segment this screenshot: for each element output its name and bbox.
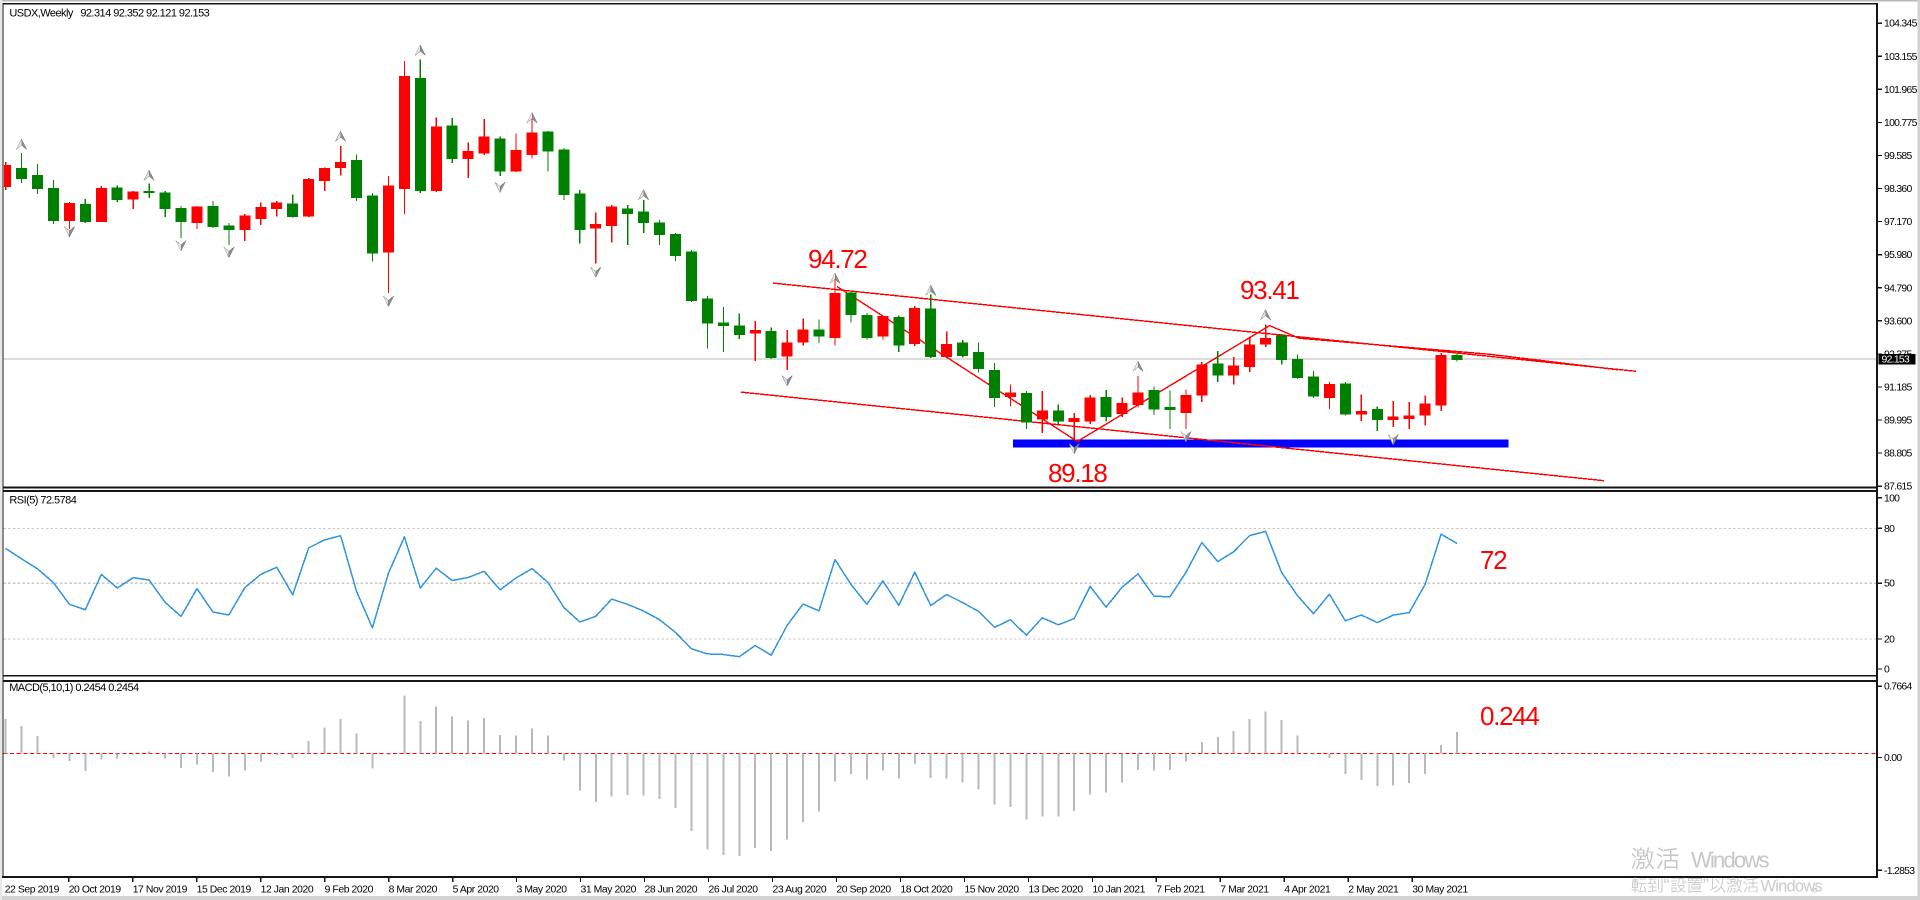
svg-text:9 Feb 2020: 9 Feb 2020 — [325, 884, 374, 895]
svg-text:72: 72 — [1480, 545, 1507, 575]
svg-text:RSI(5) 72.5784: RSI(5) 72.5784 — [9, 495, 76, 507]
svg-text:0.7664: 0.7664 — [1884, 682, 1913, 693]
svg-text:103.155: 103.155 — [1884, 52, 1918, 63]
svg-text:13 Dec 2020: 13 Dec 2020 — [1028, 884, 1083, 895]
svg-text:2 May 2021: 2 May 2021 — [1348, 884, 1399, 895]
svg-text:20: 20 — [1884, 634, 1895, 645]
svg-text:5 Apr 2020: 5 Apr 2020 — [453, 884, 500, 895]
svg-text:12 Jan 2020: 12 Jan 2020 — [261, 884, 314, 895]
svg-text:4 Apr 2021: 4 Apr 2021 — [1284, 884, 1331, 895]
svg-text:31 May 2020: 31 May 2020 — [581, 884, 637, 895]
svg-text:89.18: 89.18 — [1048, 458, 1107, 488]
svg-text:94.72: 94.72 — [808, 244, 867, 274]
svg-text:7 Feb 2021: 7 Feb 2021 — [1156, 884, 1205, 895]
svg-text:99.585: 99.585 — [1884, 151, 1913, 162]
svg-text:94.790: 94.790 — [1884, 283, 1913, 294]
svg-text:0: 0 — [1884, 664, 1890, 675]
svg-text:92.153: 92.153 — [1882, 355, 1911, 366]
svg-text:20 Oct 2019: 20 Oct 2019 — [69, 884, 122, 895]
svg-text:89.995: 89.995 — [1884, 416, 1913, 427]
svg-text:10 Jan 2021: 10 Jan 2021 — [1092, 884, 1145, 895]
svg-text:98.360: 98.360 — [1884, 184, 1913, 195]
svg-text:50: 50 — [1884, 579, 1895, 590]
svg-text:22 Sep 2019: 22 Sep 2019 — [5, 884, 60, 895]
svg-text:20 Sep 2020: 20 Sep 2020 — [836, 884, 891, 895]
svg-text:17 Nov 2019: 17 Nov 2019 — [133, 884, 188, 895]
svg-text:87.615: 87.615 — [1884, 482, 1913, 493]
svg-text:93.41: 93.41 — [1240, 275, 1299, 305]
svg-text:Windows: Windows — [1761, 878, 1823, 896]
svg-text:93.600: 93.600 — [1884, 316, 1913, 327]
svg-text:-1.2853: -1.2853 — [1884, 866, 1915, 877]
svg-text:88.805: 88.805 — [1884, 449, 1913, 460]
svg-text:15 Dec 2019: 15 Dec 2019 — [197, 884, 252, 895]
svg-text:26 Jul 2020: 26 Jul 2020 — [709, 884, 759, 895]
svg-text:23 Aug 2020: 23 Aug 2020 — [773, 884, 827, 895]
svg-text:97.170: 97.170 — [1884, 217, 1913, 228]
svg-text:USDX,Weekly 92.314 92.352 92: USDX,Weekly 92.314 92.352 92.121 92.153 — [9, 8, 209, 20]
svg-text:28 Jun 2020: 28 Jun 2020 — [645, 884, 698, 895]
svg-text:Windows: Windows — [1691, 848, 1769, 873]
svg-text:91.185: 91.185 — [1884, 383, 1913, 394]
svg-text:80: 80 — [1884, 524, 1895, 535]
svg-text:0.00: 0.00 — [1884, 753, 1902, 764]
svg-text:15 Nov 2020: 15 Nov 2020 — [964, 884, 1019, 895]
svg-text:0.244: 0.244 — [1480, 701, 1539, 731]
svg-text:30 May 2021: 30 May 2021 — [1412, 884, 1468, 895]
svg-text:8 Mar 2020: 8 Mar 2020 — [389, 884, 438, 895]
svg-text:”: ” — [1703, 875, 1709, 896]
svg-text:100.775: 100.775 — [1884, 118, 1918, 129]
svg-text:101.965: 101.965 — [1884, 85, 1918, 96]
svg-text:104.345: 104.345 — [1884, 19, 1918, 30]
svg-text:3 May 2020: 3 May 2020 — [517, 884, 568, 895]
svg-text:100: 100 — [1884, 493, 1900, 504]
svg-text:95.980: 95.980 — [1884, 250, 1913, 261]
svg-text:18 Oct 2020: 18 Oct 2020 — [900, 884, 953, 895]
svg-text:“: “ — [1664, 875, 1670, 896]
svg-text:MACD(5,10,1) 0.2454 0.2454: MACD(5,10,1) 0.2454 0.2454 — [9, 682, 139, 694]
svg-text:7 Mar 2021: 7 Mar 2021 — [1220, 884, 1269, 895]
